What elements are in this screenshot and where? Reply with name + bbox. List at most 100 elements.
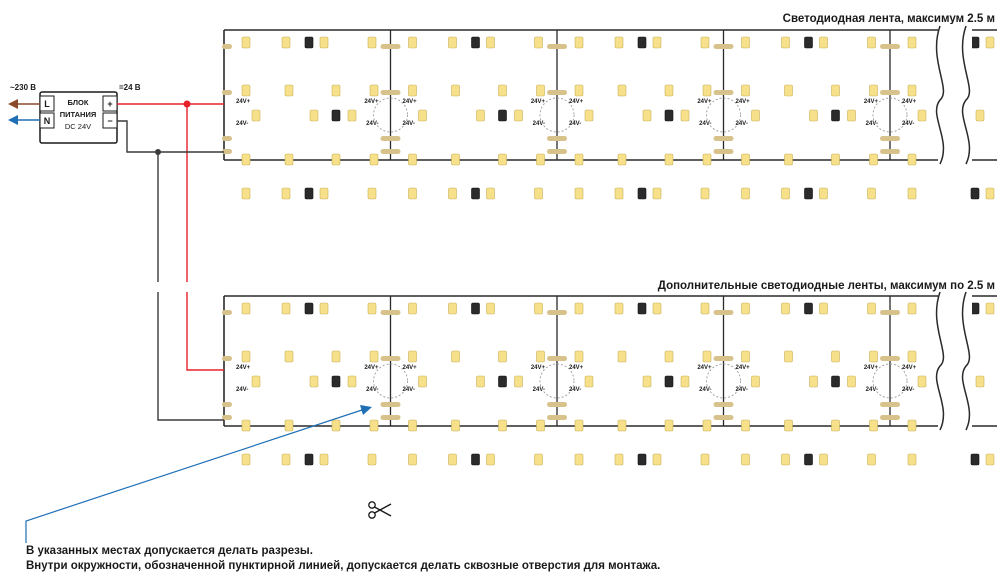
pad-label-plus: 24V+ — [531, 365, 546, 371]
led-chip — [664, 153, 674, 166]
led-chip — [331, 350, 341, 363]
pad-label-plus: 24V+ — [697, 365, 712, 371]
led-chip — [347, 375, 357, 388]
pad-label-plus: 24V+ — [236, 365, 251, 371]
wire-negative — [117, 120, 224, 421]
led-chip — [907, 302, 917, 315]
led-chip — [498, 84, 507, 97]
led-chip — [819, 302, 828, 315]
terminal-plus-label: + — [107, 99, 112, 109]
led-dark — [304, 453, 314, 466]
led-chip — [241, 36, 251, 49]
led-chip — [975, 109, 985, 122]
led-chip — [241, 84, 251, 97]
led-chip — [907, 84, 917, 97]
led-chip — [534, 36, 543, 49]
led-chip — [408, 187, 417, 200]
led-chip — [241, 302, 251, 315]
led-chip — [975, 375, 985, 388]
led-chip — [652, 36, 662, 49]
solder-pad — [713, 44, 734, 49]
pad-label-plus: 24V+ — [736, 365, 751, 371]
led-chip — [319, 36, 329, 49]
solder-pad — [880, 356, 900, 361]
led-chip — [284, 84, 294, 97]
led-chip — [741, 84, 750, 97]
led-chip — [514, 375, 523, 388]
led-dark — [637, 36, 647, 49]
led-chip — [367, 302, 377, 315]
led-chip — [281, 302, 291, 315]
led-chip — [408, 36, 417, 49]
pad-label-plus: 24V+ — [864, 365, 879, 371]
led-chip — [408, 302, 417, 315]
led-dark — [970, 36, 980, 49]
led-chip — [867, 453, 876, 466]
pad-label-minus: 24V- — [866, 387, 878, 393]
mounting-hole-zone — [706, 363, 741, 399]
led-chip — [819, 36, 828, 49]
input-arrow-l — [8, 99, 40, 109]
led-chip — [664, 350, 674, 363]
led-chip — [784, 84, 793, 97]
led-dark — [304, 36, 314, 49]
led-dark — [471, 187, 480, 200]
led-chip — [241, 419, 251, 432]
led-chip — [448, 453, 457, 466]
pad-label-plus: 24V+ — [364, 99, 379, 105]
led-chip — [907, 453, 917, 466]
input-voltage-label: ~230 В — [10, 83, 36, 92]
led-chip — [614, 36, 624, 49]
led-chip — [448, 187, 457, 200]
led-chip — [917, 375, 927, 388]
led-chip — [700, 187, 710, 200]
led-chip — [486, 453, 495, 466]
led-chip — [574, 350, 584, 363]
led-chip — [700, 36, 710, 49]
solder-pad — [713, 149, 734, 154]
solder-pad — [713, 310, 734, 315]
led-chip — [680, 109, 690, 122]
led-chip — [281, 187, 291, 200]
mounting-hole-zone — [539, 97, 575, 133]
led-chip — [451, 84, 460, 97]
led-chip — [448, 36, 457, 49]
led-dark — [331, 109, 341, 122]
solder-pad — [547, 310, 567, 315]
led-chip — [781, 36, 790, 49]
solder-pad — [880, 415, 900, 420]
solder-pad — [222, 44, 232, 49]
led-chip — [574, 187, 584, 200]
pad-label-plus: 24V+ — [569, 99, 584, 105]
solder-pad — [713, 356, 734, 361]
pad-label-minus: 24V- — [403, 121, 415, 127]
pad-label-minus: 24V- — [533, 387, 545, 393]
led-chip — [367, 187, 377, 200]
led-chip — [614, 187, 624, 200]
led-dark — [498, 109, 507, 122]
solder-pad — [547, 356, 567, 361]
led-chip — [652, 187, 662, 200]
led-chip — [369, 84, 379, 97]
pad-label-minus: 24V- — [366, 387, 378, 393]
led-chip — [319, 453, 329, 466]
led-chip — [781, 187, 790, 200]
led-dark — [804, 453, 813, 466]
led-dark — [970, 187, 980, 200]
led-chip — [642, 109, 652, 122]
led-strip-top: 24V+ 24V- 24V+ 24V- 24V+ 24V- 24V+ 24V- 24V+ 24V-… — [222, 24, 997, 200]
led-dark — [970, 453, 980, 466]
led-chip — [985, 187, 995, 200]
led-dark — [471, 36, 480, 49]
led-chip — [584, 109, 594, 122]
led-chip — [574, 36, 584, 49]
led-chip — [534, 187, 543, 200]
pad-label-plus: 24V+ — [531, 99, 546, 105]
led-chip — [907, 187, 917, 200]
led-chip — [369, 419, 379, 432]
led-chip — [584, 375, 594, 388]
led-chip — [809, 109, 818, 122]
led-chip — [702, 153, 712, 166]
led-chip — [476, 109, 485, 122]
solder-pad — [547, 90, 567, 95]
